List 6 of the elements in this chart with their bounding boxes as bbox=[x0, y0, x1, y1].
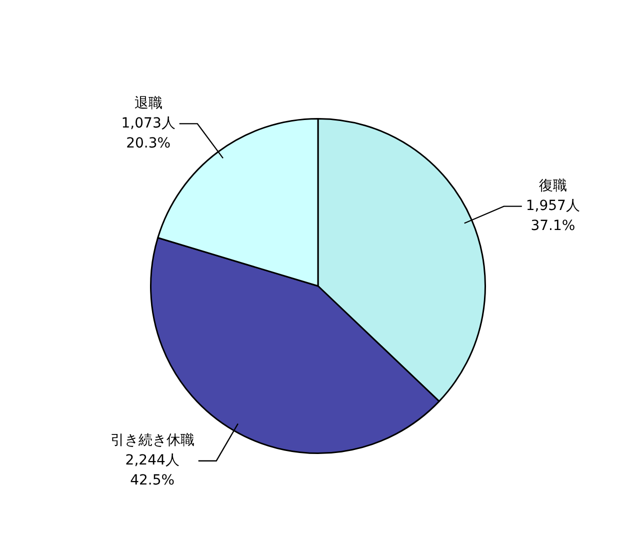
data-label: 1,957人 37.1% bbox=[526, 198, 580, 234]
slice-label: 復職 bbox=[538, 178, 567, 194]
data-label: 2,244人 42.5% bbox=[125, 452, 180, 488]
data-label: 1,073人 20.3% bbox=[121, 115, 176, 152]
slice-label: 引き続き休職 bbox=[110, 432, 194, 448]
slice-label: 退職 bbox=[134, 95, 162, 112]
